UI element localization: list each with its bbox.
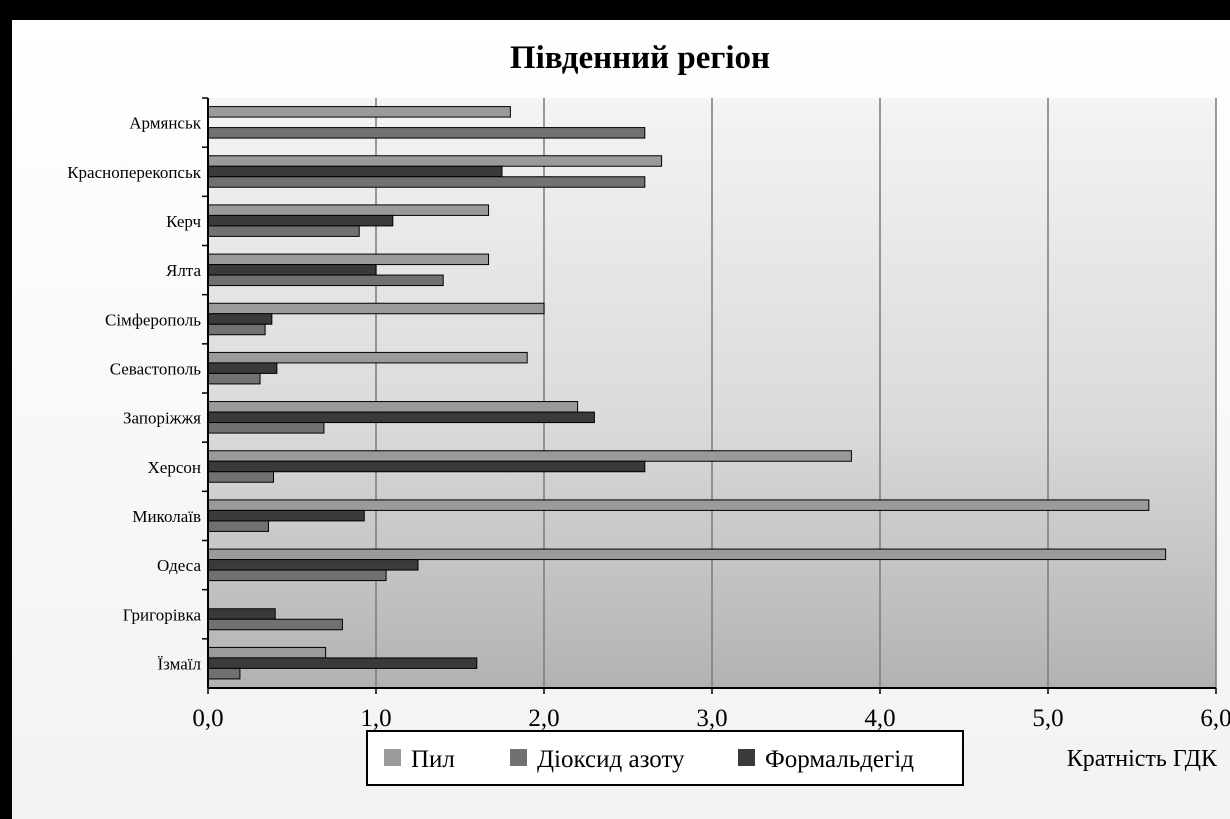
bar (207, 204, 490, 216)
category-label: Херсон (148, 458, 201, 477)
bar (207, 520, 269, 532)
legend-swatch (510, 749, 527, 766)
bar (207, 509, 365, 522)
x-tick-label: 4,0 (864, 705, 895, 732)
bar (207, 323, 266, 336)
category-label: Одеса (157, 556, 201, 575)
bar (207, 302, 545, 315)
bar (207, 559, 419, 571)
category-label: Григорівка (123, 605, 202, 624)
bar (207, 422, 325, 434)
bar (207, 657, 478, 669)
category-label: Севастополь (110, 359, 202, 378)
category-label: Керч (166, 212, 201, 231)
bar (207, 225, 360, 237)
bar (207, 411, 595, 424)
bar (207, 127, 646, 139)
x-tick-label: 6,0 (1200, 705, 1230, 732)
bar (207, 351, 528, 364)
category-label: Ялта (166, 261, 201, 280)
category-label: Миколаїв (132, 507, 201, 526)
bar (207, 106, 511, 118)
category-labels: Армянськ Красноперекопськ Керч Ялта Сімфероп… (67, 114, 202, 674)
x-tick-label: 0,0 (192, 705, 223, 732)
bar (207, 176, 646, 188)
x-tick-label: 3,0 (696, 705, 727, 732)
legend-box (366, 730, 964, 786)
bar (207, 450, 852, 462)
axes (202, 97, 1217, 694)
bar (207, 608, 276, 620)
bar (207, 646, 327, 659)
legend-label: Формальдегід (765, 746, 914, 773)
bar (207, 313, 273, 325)
category-label: Їзмаїл (157, 654, 201, 673)
bar (207, 548, 1167, 561)
bar (207, 372, 261, 385)
bar (207, 569, 387, 582)
category-label: Армянськ (129, 114, 201, 133)
legend: Пил Діоксид азоту Формальдегід (366, 730, 964, 786)
bar (207, 362, 278, 374)
bar (207, 471, 275, 483)
bar (207, 165, 503, 178)
legend-swatch (384, 749, 401, 766)
chart-title: Південний регіон (510, 40, 770, 76)
legend-label: Діоксид азоту (537, 746, 685, 773)
x-axis-label: Кратність ГДК (1067, 746, 1218, 772)
bar (207, 460, 646, 473)
x-tick-label: 5,0 (1032, 705, 1063, 732)
category-label: Сімферополь (105, 310, 201, 329)
category-label: Красноперекопськ (67, 163, 202, 182)
x-tick-label: 1,0 (360, 705, 391, 732)
legend-swatch (738, 749, 755, 766)
bar (207, 499, 1150, 511)
bar (207, 667, 241, 680)
grid-lines (375, 98, 1217, 688)
bar (207, 214, 394, 227)
category-label: Запоріжжя (123, 409, 201, 428)
bar (207, 155, 663, 167)
bar (207, 401, 579, 413)
bar (207, 253, 490, 266)
bar (207, 618, 343, 631)
bar (207, 264, 377, 276)
bar (207, 274, 444, 287)
x-tick-label: 2,0 (528, 705, 559, 732)
legend-label: Пил (411, 746, 455, 773)
x-tick-labels: 0,0 1,0 2,0 3,0 4,0 5,0 6,0 (192, 705, 1230, 732)
